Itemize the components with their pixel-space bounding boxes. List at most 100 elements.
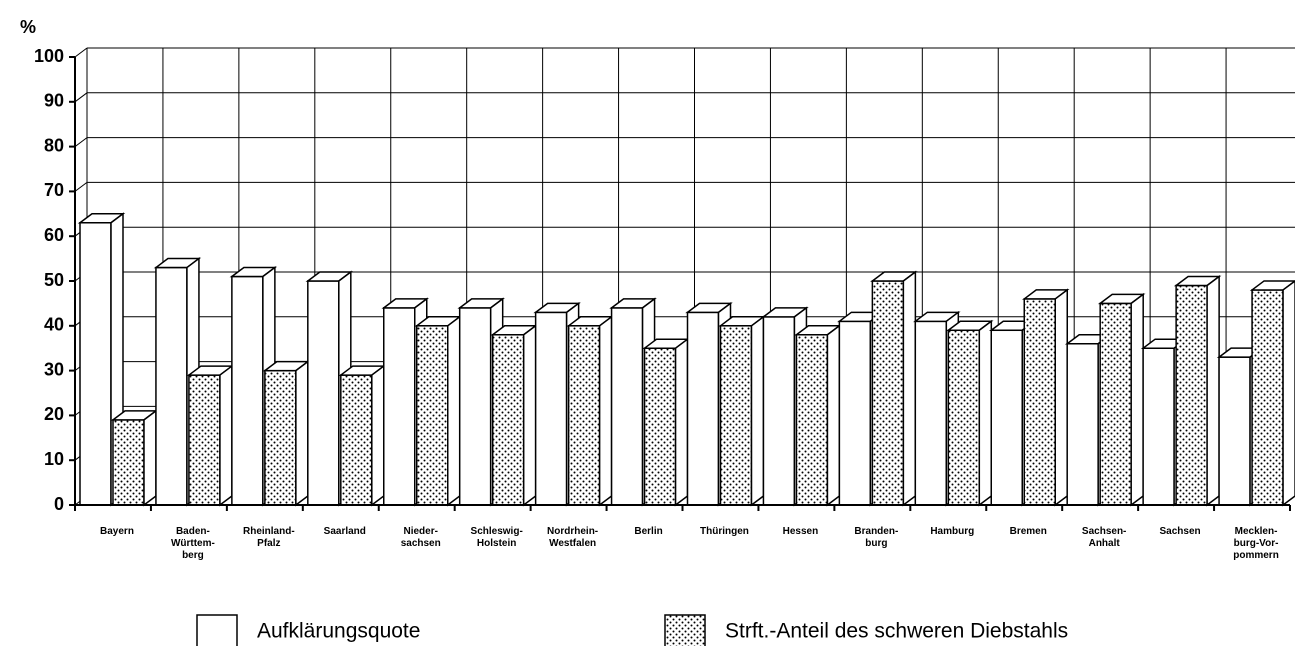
depth-line	[74, 92, 88, 103]
bar-front	[719, 325, 753, 506]
bar-side	[674, 337, 689, 507]
bar	[414, 315, 462, 507]
y-tick-label: 60	[44, 225, 64, 245]
bar-front	[1251, 289, 1284, 506]
bar	[110, 409, 159, 507]
bar	[1173, 274, 1222, 507]
bar-front	[491, 334, 525, 506]
bar-front	[1099, 302, 1132, 506]
legend-swatch	[196, 614, 238, 646]
bar-side	[1054, 288, 1068, 507]
x-tick-label: Saarland	[323, 526, 366, 537]
legend-label: Strft.-Anteil des schweren Diebstahls	[725, 620, 1068, 643]
bar-front	[795, 334, 829, 506]
depth-line	[74, 181, 88, 192]
bar-front	[534, 311, 568, 506]
x-tick-label: Hamburg	[930, 526, 975, 537]
bar-side	[750, 315, 765, 507]
bar-front	[1218, 356, 1251, 506]
bar-side	[371, 364, 385, 507]
x-tick-label: Bayern	[100, 526, 134, 537]
bar-front	[762, 316, 796, 506]
x-tick-label: Bremen	[1009, 526, 1047, 537]
bar-front	[838, 320, 872, 506]
y-tick-label: 20	[44, 404, 64, 424]
bar-front	[914, 320, 948, 506]
bar-front	[264, 369, 297, 506]
bar	[1249, 280, 1295, 507]
x-tick-label: Baden- Württem- berg	[170, 526, 215, 561]
x-tick-label: Nieder- sachsen	[400, 526, 441, 549]
legend-swatch	[664, 614, 706, 646]
x-tick-label: Rheinland- Pfalz	[243, 526, 295, 549]
y-tick-label: 30	[44, 359, 64, 379]
x-tick-label: Sachsen	[1159, 526, 1201, 537]
bar	[262, 360, 311, 507]
y-tick-label: 40	[44, 315, 64, 335]
bar-side	[522, 324, 537, 507]
bar-front	[947, 329, 981, 506]
x-tick-label: Hessen	[782, 526, 819, 537]
depth-line	[74, 47, 88, 58]
bar-side	[447, 315, 461, 507]
bar-front	[79, 222, 112, 506]
bar	[1097, 292, 1146, 507]
bar-front	[458, 307, 492, 506]
x-tick-label: Thüringen	[700, 526, 749, 537]
bar-front	[155, 266, 188, 506]
x-tick-label: Branden- burg	[854, 526, 899, 549]
x-tick-label: Mecklen- burg-Vor- pommern	[1233, 526, 1279, 561]
bar-front	[231, 275, 264, 506]
bar	[338, 364, 387, 507]
bar	[1022, 288, 1070, 507]
bar-front	[643, 347, 677, 506]
y-tick-label: 50	[44, 270, 64, 290]
bar-front	[1175, 284, 1208, 506]
bar-top	[1249, 280, 1295, 291]
bar-front	[871, 280, 905, 506]
bar	[642, 337, 690, 507]
bar-side	[598, 315, 613, 507]
y-tick-label: 0	[54, 494, 64, 514]
bar-front	[686, 311, 720, 506]
bar-side	[295, 360, 309, 507]
bar	[870, 270, 918, 507]
bar	[186, 364, 235, 507]
bar-front	[188, 374, 221, 506]
bar-side	[826, 324, 841, 507]
bar-side	[1206, 274, 1220, 507]
bar-side	[143, 409, 157, 507]
bar-front	[1066, 342, 1099, 506]
y-tick-label: 70	[44, 180, 64, 200]
x-tick-label: Nordrhein- Westfalen	[547, 526, 599, 549]
bar-front	[383, 307, 416, 506]
bar	[718, 315, 766, 507]
bar-side	[902, 270, 917, 507]
y-unit-label: %	[20, 17, 36, 37]
bar-front	[416, 325, 449, 506]
y-tick-label: 10	[44, 449, 64, 469]
bar-front	[567, 325, 601, 506]
y-tick-label: 80	[44, 135, 64, 155]
bar	[490, 324, 538, 507]
legend-label: Aufklärungsquote	[257, 620, 420, 643]
depth-line	[74, 137, 88, 148]
bar-front	[112, 419, 145, 506]
y-tick-label: 100	[34, 46, 64, 66]
bar-side	[1282, 280, 1295, 507]
x-tick-label: Sachsen- Anhalt	[1081, 526, 1127, 549]
x-tick-label: Berlin	[634, 526, 663, 537]
bar-side	[1130, 292, 1144, 507]
bar	[946, 319, 994, 507]
bar-side	[219, 364, 233, 507]
bar	[794, 324, 842, 507]
bar-front	[990, 329, 1023, 506]
bar-side	[978, 319, 993, 507]
x-tick-label: Schleswig- Holstein	[470, 526, 523, 549]
bar-front	[610, 307, 644, 506]
y-tick-label: 90	[44, 91, 64, 111]
bar-front	[340, 374, 373, 506]
bar-front	[1142, 347, 1175, 506]
